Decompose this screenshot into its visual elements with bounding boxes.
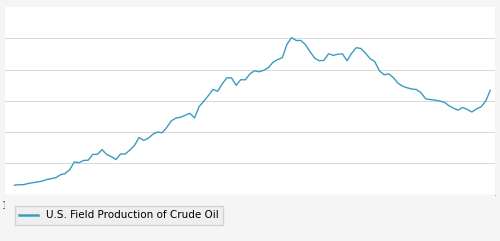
Legend: U.S. Field Production of Crude Oil: U.S. Field Production of Crude Oil <box>15 206 224 225</box>
